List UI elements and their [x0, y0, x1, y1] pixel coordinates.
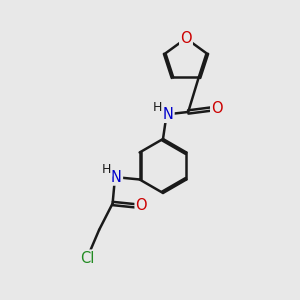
Text: H: H: [102, 163, 111, 176]
Text: O: O: [136, 198, 147, 213]
Text: N: N: [163, 107, 173, 122]
Text: H: H: [152, 101, 162, 114]
Text: O: O: [211, 101, 223, 116]
Text: O: O: [180, 31, 192, 46]
Text: N: N: [111, 169, 122, 184]
Text: Cl: Cl: [80, 250, 94, 266]
